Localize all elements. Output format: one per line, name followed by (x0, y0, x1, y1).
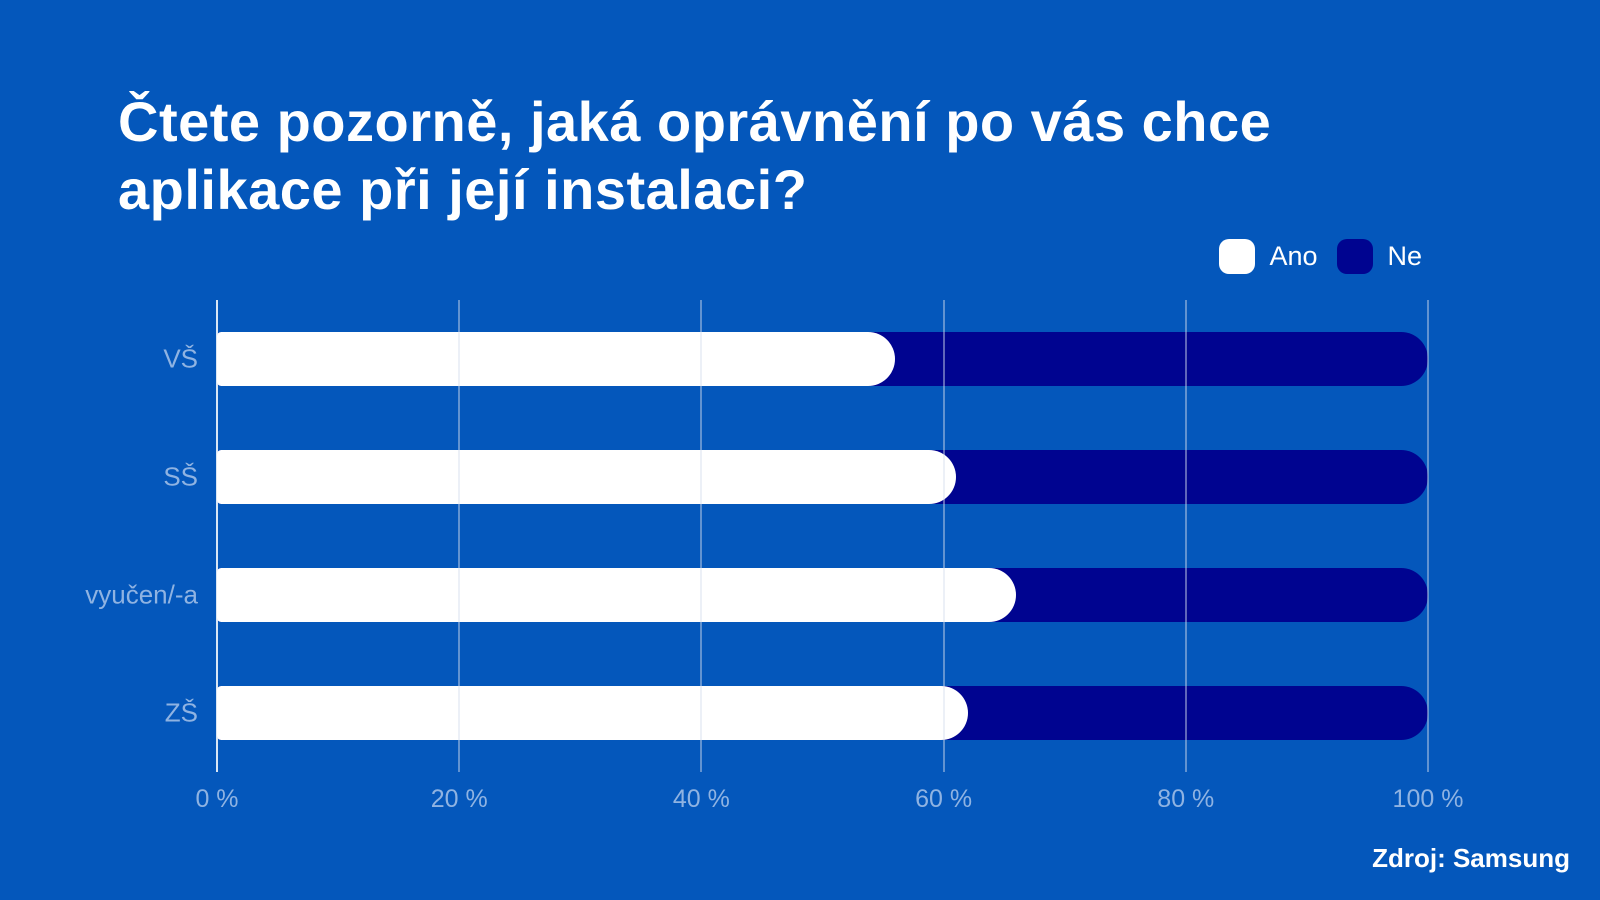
page-title-line1: Čtete pozorně, jaká oprávnění po vás chc… (118, 90, 1272, 153)
bar-row: SŠ (163, 418, 1428, 536)
bar-row: vyučen/-a (85, 536, 1428, 654)
bar-segment-ne (217, 686, 1428, 740)
category-label: SŠ (163, 461, 198, 492)
legend-item-ne: Ne (1337, 239, 1422, 274)
category-label: VŠ (163, 343, 198, 374)
bar-row: VŠ (163, 300, 1428, 418)
x-tick-label: 100 % (1392, 785, 1464, 813)
bar-row: ZŠ (165, 654, 1428, 772)
x-tick-label: 60 % (915, 785, 973, 813)
category-label: vyučen/-a (85, 579, 198, 610)
page-title-line2: aplikace při její instalaci? (118, 158, 808, 221)
legend-label: Ne (1387, 241, 1422, 271)
x-tick-label: 40 % (672, 785, 730, 813)
bar-segment-ne (217, 332, 1428, 386)
bar-segment-ano (217, 686, 968, 740)
bar-segment-ano (217, 568, 1017, 622)
plot-area: VŠ SŠ vyučen/-a ZŠ (85, 300, 1429, 772)
legend-swatch-icon (1337, 239, 1374, 274)
x-axis: 0 % 20 % 40 % 60 % 80 % 100 % (195, 785, 1463, 817)
bar-segment-ano (217, 450, 956, 504)
source-note: Zdroj: Samsung (1372, 843, 1570, 873)
legend-item-ano: Ano (1219, 239, 1317, 274)
legend-swatch-icon (1219, 239, 1256, 274)
bar-segment-ano (217, 332, 896, 386)
bar-rows: VŠ SŠ vyučen/-a ZŠ (85, 300, 1428, 772)
legend-label: Ano (1269, 241, 1318, 271)
bar-segment-ne (217, 568, 1428, 622)
x-tick-label: 80 % (1157, 785, 1215, 813)
bar-segment-ne (217, 450, 1428, 504)
x-tick-label: 0 % (195, 785, 239, 813)
category-label: ZŠ (164, 697, 198, 728)
x-tick-label: 20 % (430, 785, 488, 813)
page-title: Čtete pozorně, jaká oprávnění po vás chc… (118, 88, 1271, 224)
legend: Ano Ne (1219, 239, 1422, 274)
